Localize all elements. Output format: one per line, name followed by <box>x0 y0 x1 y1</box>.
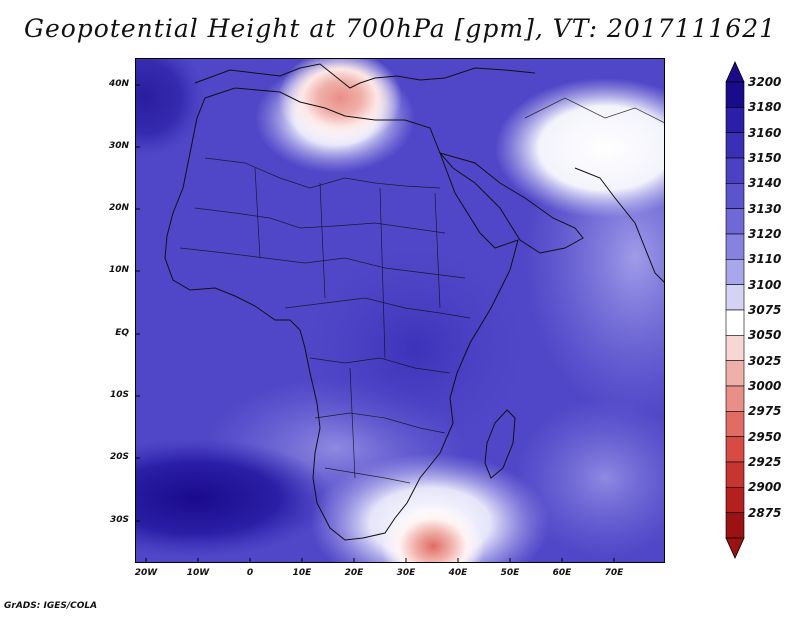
colorbar-level-label: 3025 <box>748 353 782 368</box>
colorbar-level-label: 3000 <box>748 379 782 393</box>
arabia-coast <box>438 152 584 254</box>
lat-label-20s: 20S <box>109 452 129 462</box>
lon-label-10e: 10E <box>292 568 312 578</box>
africa-coast <box>164 87 519 541</box>
colorbar-level-label: 2950 <box>748 429 782 444</box>
border-equatorial <box>284 297 471 319</box>
colorbar-arrow-top <box>725 61 745 83</box>
colorbar-level-label: 3050 <box>748 328 782 343</box>
colorbar-level-label: 3130 <box>748 201 782 216</box>
colorbar-swatch <box>725 436 745 463</box>
colorbar-swatch <box>725 385 745 412</box>
colorbar-level-label: 3160 <box>748 125 782 140</box>
low-center-southern-africa <box>381 504 485 563</box>
low-center-mediterranean <box>278 58 402 146</box>
lat-label-10s: 10S <box>109 390 129 400</box>
colorbar-level-label: 2875 <box>748 505 782 520</box>
map-panel <box>135 58 665 563</box>
colorbar-level-label: 3150 <box>748 151 782 165</box>
lon-label-70e: 70E <box>604 568 624 578</box>
colorbar-swatch <box>725 208 745 235</box>
colorbar-swatch <box>725 183 745 209</box>
border-east-vertical <box>379 187 386 359</box>
colorbar-swatch <box>725 360 745 387</box>
footer-credit: GrADS: IGES/COLA <box>4 601 98 611</box>
lat-label-30n: 30N <box>108 141 129 151</box>
colorbar-swatch <box>725 132 745 159</box>
lon-label-30e: 30E <box>396 568 416 578</box>
border-west-vertical <box>254 167 261 259</box>
colorbar-swatch <box>725 335 745 361</box>
height-field-white-northeast <box>495 78 665 218</box>
lon-label-50e: 50E <box>500 568 520 578</box>
colorbar-swatch <box>725 284 745 311</box>
lon-label-20e: 20E <box>344 568 364 578</box>
lat-label-40n: 40N <box>108 79 129 89</box>
colorbar-level-label: 2900 <box>748 480 782 495</box>
lat-label-10n: 10N <box>108 265 129 275</box>
colorbar-swatch <box>725 107 745 133</box>
lon-label-60e: 60E <box>552 568 572 578</box>
border-middle-east <box>524 97 665 124</box>
coastlines <box>164 63 665 541</box>
colorbar-swatch <box>725 512 745 539</box>
lat-label-eq: EQ <box>115 328 129 338</box>
colorbar-swatch <box>725 461 745 488</box>
colorbar-swatch <box>725 81 745 108</box>
lat-label-20n: 20N <box>108 203 129 213</box>
lat-label-30s: 30S <box>109 515 129 525</box>
colorbar-level-label: 3075 <box>748 303 782 317</box>
colorbar <box>725 60 800 560</box>
lon-label-40e: 40E <box>448 568 468 578</box>
india-coast <box>574 167 665 284</box>
colorbar-swatch <box>725 309 745 336</box>
map-title: Geopotential Height at 700hPa [gpm], VT:… <box>23 14 777 43</box>
axis-ticks <box>135 84 615 563</box>
europe-coast <box>194 63 536 89</box>
colorbar-level-label: 3120 <box>748 227 782 241</box>
colorbar-level-label: 3180 <box>748 100 782 115</box>
border-central-south <box>309 357 451 374</box>
colorbar-level-label: 3110 <box>748 252 782 267</box>
lon-label-0: 0 <box>246 568 254 578</box>
colorbar-level-label: 3140 <box>748 176 782 191</box>
country-borders <box>179 97 665 484</box>
height-field-deep-northwest <box>135 58 205 158</box>
colorbar-swatch <box>725 487 745 513</box>
colorbar-swatches <box>725 61 745 559</box>
border-southern <box>314 412 446 434</box>
colorbar-level-label: 2925 <box>748 455 782 469</box>
border-center-vertical <box>319 182 326 299</box>
border-far-south <box>324 467 411 484</box>
madagascar-coast <box>484 409 516 479</box>
border-horn-vertical <box>434 192 441 309</box>
colorbar-arrow-bottom <box>725 537 745 559</box>
colorbar-level-label: 3200 <box>748 75 782 89</box>
border-sahara-north <box>204 157 441 189</box>
lon-label-20w: 20W <box>134 568 158 578</box>
height-field-light-southeast <box>515 398 665 558</box>
map-frame <box>135 58 665 563</box>
lon-label-10w: 10W <box>186 568 210 578</box>
colorbar-level-label: 2975 <box>748 404 782 419</box>
height-field-deep-central <box>295 238 535 458</box>
colorbar-swatch <box>725 259 745 285</box>
colorbar-swatch <box>725 233 745 260</box>
colorbar-swatch <box>725 157 745 184</box>
border-south-vertical <box>349 367 356 479</box>
colorbar-swatch <box>725 411 745 437</box>
height-field-deep-southwest <box>135 438 335 558</box>
border-sahara-middle <box>194 207 446 234</box>
border-sahel <box>179 247 466 279</box>
geopotential-map <box>135 58 665 563</box>
colorbar-level-label: 3100 <box>748 277 782 292</box>
